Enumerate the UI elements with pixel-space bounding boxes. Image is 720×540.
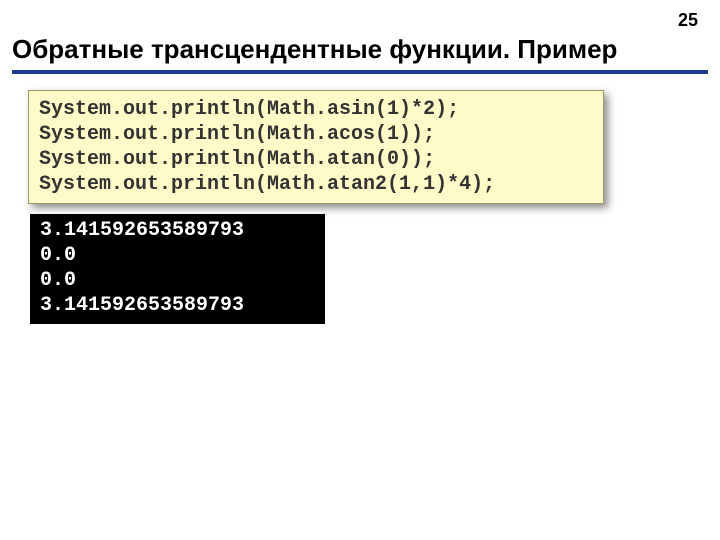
code-line: System.out.println(Math.atan2(1,1)*4); xyxy=(39,173,495,196)
code-block: System.out.println(Math.asin(1)*2); Syst… xyxy=(28,90,604,204)
code-line: System.out.println(Math.asin(1)*2); xyxy=(39,98,459,121)
code-line: System.out.println(Math.atan(0)); xyxy=(39,148,435,171)
output-line: 0.0 xyxy=(40,269,76,292)
code-line: System.out.println(Math.acos(1)); xyxy=(39,123,435,146)
output-line: 3.141592653589793 xyxy=(40,219,244,242)
slide-title: Обратные трансцендентные функции. Пример xyxy=(12,34,617,65)
title-underline xyxy=(12,70,708,74)
output-line: 0.0 xyxy=(40,244,76,267)
page-number: 25 xyxy=(678,10,698,31)
output-line: 3.141592653589793 xyxy=(40,294,244,317)
output-block: 3.141592653589793 0.0 0.0 3.141592653589… xyxy=(30,214,325,324)
